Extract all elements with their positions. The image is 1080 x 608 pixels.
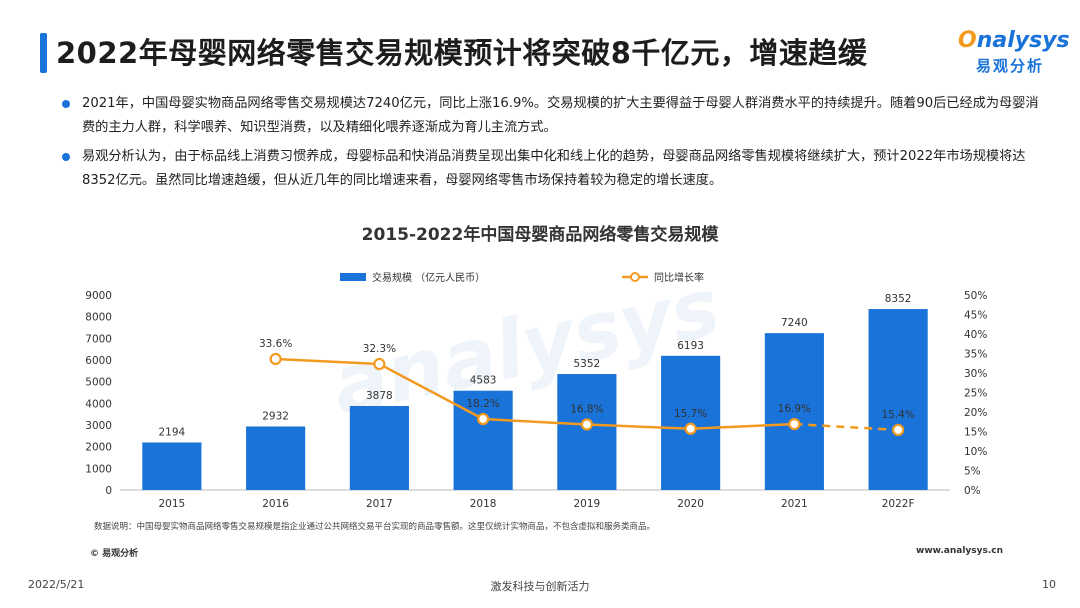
bullet-text: 易观分析认为，由于标品线上消费习惯养成，母婴标品和快消品消费呈现出集中化和线上化… bbox=[82, 149, 1026, 188]
y-left-tick-label: 4000 bbox=[85, 398, 112, 410]
bar bbox=[142, 442, 202, 490]
line-value-label: 15.7% bbox=[674, 408, 707, 420]
legend-line-marker bbox=[630, 272, 640, 282]
y-right-tick-label: 30% bbox=[964, 368, 987, 380]
bullet-dot-icon bbox=[62, 153, 70, 161]
line-segment bbox=[586, 423, 691, 431]
bar-value-label: 6193 bbox=[677, 340, 704, 352]
y-right-tick-label: 0% bbox=[964, 485, 981, 497]
line-value-label: 18.2% bbox=[466, 398, 499, 410]
footer-slogan: 激发科技与创新活力 bbox=[490, 580, 590, 593]
line-segment bbox=[794, 422, 899, 432]
bar bbox=[349, 405, 409, 490]
y-left-tick-label: 1000 bbox=[85, 463, 112, 475]
y-left-tick-label: 9000 bbox=[85, 290, 112, 302]
bar bbox=[246, 426, 306, 490]
line-value-label: 16.9% bbox=[778, 403, 811, 415]
x-tick-label: 2022F bbox=[882, 498, 915, 510]
bullet-item: 2021年，中国母婴实物商品网络零售交易规模达7240亿元，同比上涨16.9%。… bbox=[62, 92, 1042, 140]
bar-value-label: 2194 bbox=[159, 426, 186, 438]
y-left-tick-label: 8000 bbox=[85, 312, 112, 324]
y-right-tick-label: 25% bbox=[964, 388, 987, 400]
page-number: 10 bbox=[1042, 578, 1056, 591]
y-left-tick-label: 2000 bbox=[85, 442, 112, 454]
y-left-tick-label: 7000 bbox=[85, 333, 112, 345]
line-segment bbox=[275, 357, 380, 366]
bullet-list: 2021年，中国母婴实物商品网络零售交易规模达7240亿元，同比上涨16.9%。… bbox=[62, 92, 1042, 198]
y-right-tick-label: 50% bbox=[964, 290, 987, 302]
y-left-tick-label: 3000 bbox=[85, 420, 112, 432]
website-label: www.analysys.cn bbox=[916, 546, 1004, 556]
line-point bbox=[477, 412, 490, 426]
line-value-label: 32.3% bbox=[363, 343, 396, 355]
y-left-tick-label: 0 bbox=[105, 485, 112, 497]
x-tick-label: 2018 bbox=[470, 498, 497, 510]
y-right-tick-label: 20% bbox=[964, 407, 987, 419]
bar-value-label: 2932 bbox=[262, 410, 289, 422]
x-tick-label: 2020 bbox=[677, 498, 704, 510]
source-label: © 易观分析 bbox=[90, 549, 139, 559]
bullet-dot-icon bbox=[62, 100, 70, 108]
x-tick-label: 2016 bbox=[262, 498, 289, 510]
line-point bbox=[788, 417, 801, 431]
logo-subtitle: 易观分析 bbox=[976, 57, 1045, 75]
line-segment bbox=[690, 422, 795, 431]
x-tick-label: 2017 bbox=[366, 498, 393, 510]
line-value-label: 33.6% bbox=[259, 338, 292, 350]
line-point bbox=[580, 418, 593, 431]
title-accent-bar bbox=[40, 33, 47, 73]
page-title: 2022年母婴网络零售交易规模预计将突破8千亿元，增速趋缓 bbox=[56, 36, 868, 70]
chart-container: 2015-2022年中国母婴商品网络零售交易规模交易规模 （亿元人民币） 同比增长… bbox=[0, 210, 1080, 550]
bar-value-label: 4583 bbox=[470, 375, 497, 387]
x-tick-label: 2019 bbox=[574, 498, 601, 510]
y-right-tick-label: 45% bbox=[964, 310, 987, 322]
y-right-tick-label: 10% bbox=[964, 446, 987, 458]
legend-bar-label: 交易规模 （亿元人民币） bbox=[372, 271, 485, 284]
line-point bbox=[269, 352, 282, 366]
bar-value-label: 5352 bbox=[574, 358, 601, 370]
line-value-label: 16.8% bbox=[570, 403, 603, 415]
y-left-tick-label: 5000 bbox=[85, 377, 112, 389]
analysys-logo: Onalysys 易观分析 bbox=[958, 28, 1070, 80]
y-right-tick-label: 5% bbox=[964, 466, 981, 478]
bar bbox=[764, 333, 824, 490]
y-right-tick-label: 15% bbox=[964, 427, 987, 439]
line-segment bbox=[483, 417, 587, 426]
legend-bar-swatch bbox=[340, 273, 366, 281]
x-tick-label: 2015 bbox=[159, 498, 186, 510]
bullet-item: 易观分析认为，由于标品线上消费习惯养成，母婴标品和快消品消费呈现出集中化和线上化… bbox=[62, 145, 1042, 193]
y-left-tick-label: 6000 bbox=[85, 355, 112, 367]
bar-value-label: 7240 bbox=[781, 317, 808, 329]
bar bbox=[557, 374, 617, 490]
line-value-label: 15.4% bbox=[881, 409, 914, 421]
logo-text: nalysys bbox=[976, 28, 1070, 53]
bar bbox=[868, 309, 928, 490]
x-tick-label: 2021 bbox=[781, 498, 808, 510]
y-right-tick-label: 35% bbox=[964, 349, 987, 361]
bar-value-label: 3878 bbox=[366, 390, 393, 402]
line-point bbox=[684, 422, 697, 435]
line-point bbox=[892, 423, 905, 437]
line-point bbox=[373, 357, 386, 371]
chart-title: 2015-2022年中国母婴商品网络零售交易规模 bbox=[362, 224, 720, 245]
y-right-tick-label: 40% bbox=[964, 329, 987, 341]
line-segment bbox=[378, 362, 484, 421]
logo-o-icon: O bbox=[958, 28, 977, 53]
footer-date: 2022/5/21 bbox=[28, 578, 85, 591]
legend-line-label: 同比增长率 bbox=[654, 271, 704, 284]
bullet-text: 2021年，中国母婴实物商品网络零售交易规模达7240亿元，同比上涨16.9%。… bbox=[82, 96, 1039, 135]
bar-value-label: 8352 bbox=[885, 293, 912, 305]
data-note: 数据说明：中国母婴实物商品网络零售交易规模是指企业通过公共网络交易平台实现的商品… bbox=[94, 522, 656, 532]
